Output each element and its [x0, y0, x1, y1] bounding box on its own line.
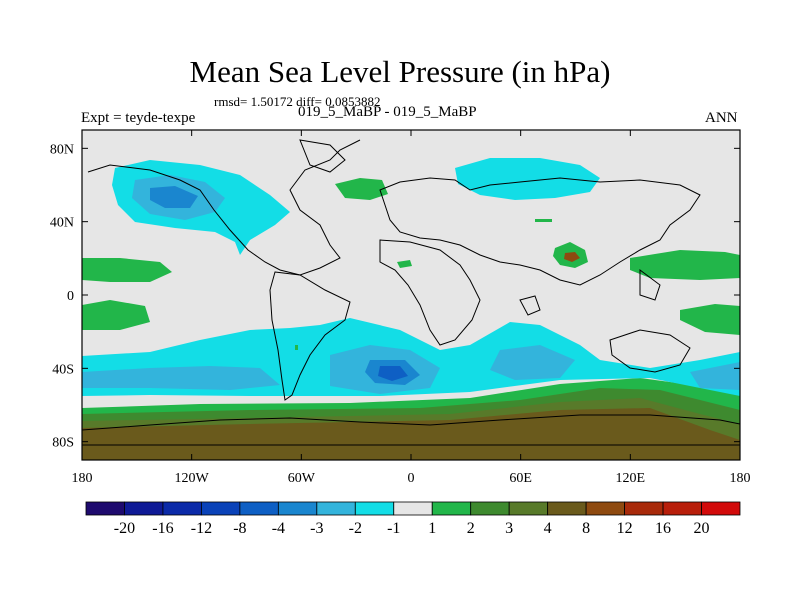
- colorbar-box: [239, 501, 279, 516]
- contour-europe-green: [335, 178, 388, 200]
- colorbar-label: 12: [617, 520, 633, 537]
- x-tick-label: 180: [730, 471, 751, 486]
- coastlines: [82, 139, 740, 446]
- contour-pacific-west-green: [630, 250, 740, 335]
- colorbar-box: [585, 501, 625, 516]
- y-tick-label: 80N: [50, 142, 74, 157]
- contour-antarctic-brown: [82, 408, 740, 460]
- chart-title: Mean Sea Level Pressure (in hPa): [189, 54, 611, 89]
- x-axis: 180 120W 60W 0 60E 120E 180: [72, 130, 751, 486]
- colorbar-box: [85, 501, 125, 516]
- x-tick-label: 60E: [509, 471, 532, 486]
- colorbar-label: -16: [152, 520, 173, 537]
- chart-subtitle: 019_5_MaBP - 019_5_MaBP: [298, 104, 477, 120]
- contour-fills: [82, 130, 740, 460]
- contour-pacific-east-green: [82, 258, 172, 330]
- colorbar-label: -20: [114, 520, 135, 537]
- colorbar-box: [277, 501, 318, 516]
- colorbar-box: [124, 501, 164, 516]
- colorbar-box: [662, 501, 702, 516]
- y-axis: 80N 40N 0 40S 80S: [50, 142, 740, 451]
- colorbar-box: [624, 501, 664, 516]
- colorbar-label: -2: [349, 520, 362, 537]
- x-tick-label: 180: [72, 471, 93, 486]
- colorbar-label: -1: [387, 520, 400, 537]
- contour-tibet-core: [564, 252, 580, 262]
- x-tick-label: 120W: [175, 471, 210, 486]
- colorbar-box: [393, 501, 433, 516]
- colorbar-box: [201, 501, 241, 516]
- season-label: ANN: [705, 110, 738, 126]
- colorbar-label: -12: [191, 520, 212, 537]
- colorbar-label: 3: [505, 520, 513, 537]
- contour-southern-ocean-deep: [378, 366, 408, 381]
- colorbar-box: [162, 501, 202, 516]
- colorbar-box: [316, 501, 356, 516]
- x-tick-label: 0: [408, 471, 415, 486]
- contour-siberia-cyan: [455, 158, 600, 200]
- y-tick-label: 0: [67, 289, 74, 304]
- colorbar-label: 1: [428, 520, 436, 537]
- colorbar-box: [354, 501, 395, 516]
- colorbar-label: 8: [582, 520, 590, 537]
- colorbar-label: -8: [233, 520, 246, 537]
- colorbar-label: 2: [467, 520, 475, 537]
- colorbar-box: [701, 501, 741, 516]
- y-tick-label: 40N: [50, 216, 74, 231]
- y-tick-label: 40S: [52, 362, 74, 377]
- colorbar-box: [508, 501, 549, 516]
- stats-label: rmsd= 1.50172 diff= 0.0853882: [214, 94, 381, 109]
- contour-north-pacific-core: [150, 186, 198, 208]
- colorbar-label: 16: [655, 520, 671, 537]
- colorbar: -20 -16 -12 -8 -4 -3 -2 -1 1 2 3 4 8 12 16 20: [85, 501, 741, 537]
- colorbar-label: -3: [310, 520, 323, 537]
- colorbar-label: 4: [544, 520, 552, 537]
- colorbar-label: 20: [694, 520, 710, 537]
- colorbar-label: -4: [272, 520, 285, 537]
- colorbar-box: [431, 501, 472, 516]
- experiment-label: Expt = teyde-texpe: [81, 110, 196, 126]
- x-tick-label: 120E: [616, 471, 646, 486]
- colorbar-box: [470, 501, 510, 516]
- x-tick-label: 60W: [288, 471, 316, 486]
- y-tick-label: 80S: [52, 436, 74, 451]
- colorbar-box: [547, 501, 587, 516]
